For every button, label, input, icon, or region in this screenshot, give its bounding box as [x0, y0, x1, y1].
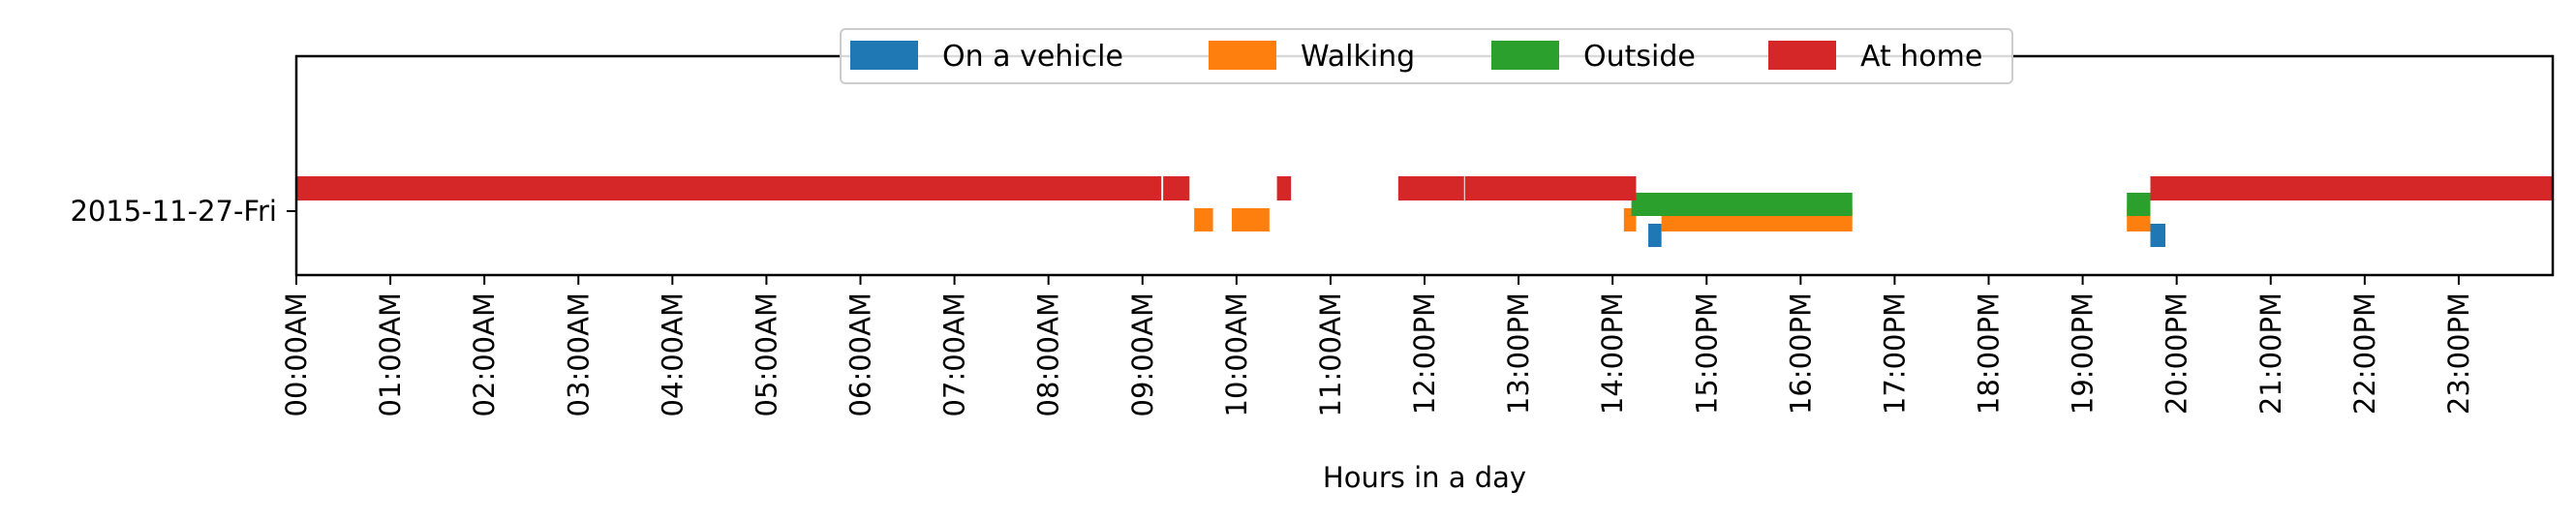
bar-outside — [1631, 193, 1853, 216]
x-tick-label: 01:00AM — [374, 292, 407, 416]
bar-outside — [2127, 193, 2151, 216]
x-tick-label: 02:00AM — [468, 292, 501, 416]
y-axis: 2015-11-27-Fri — [70, 195, 296, 228]
legend-swatch-at-home — [1768, 41, 1836, 70]
x-tick-label: 06:00AM — [844, 292, 877, 416]
bar-walking — [1231, 208, 1270, 231]
x-tick-label: 14:00PM — [1596, 292, 1629, 415]
x-tick-label: 05:00AM — [750, 292, 782, 416]
legend-swatch-outside — [1491, 41, 1559, 70]
bar-at-home — [1163, 176, 1190, 200]
x-tick-label: 20:00PM — [2161, 292, 2193, 415]
bar-on-a-vehicle — [1648, 224, 1662, 247]
bar-at-home — [296, 176, 1162, 200]
x-tick-label: 19:00PM — [2067, 292, 2100, 415]
legend-label-at-home: At home — [1860, 40, 1982, 74]
legend-label-outside: Outside — [1583, 40, 1696, 74]
x-tick-label: 04:00AM — [656, 292, 689, 416]
legend-label-walking: Walking — [1301, 40, 1415, 74]
legend-label-on-a-vehicle: On a vehicle — [942, 40, 1123, 74]
bar-walking — [1194, 208, 1213, 231]
bar-at-home — [1464, 176, 1637, 200]
x-tick-label: 08:00AM — [1032, 292, 1065, 416]
x-tick-label: 18:00PM — [1973, 292, 2006, 415]
bar-at-home — [1397, 176, 1464, 200]
x-tick-label: 11:00AM — [1314, 292, 1347, 416]
x-axis-label: Hours in a day — [1323, 461, 1526, 494]
x-tick-label: 09:00AM — [1126, 292, 1159, 416]
x-tick-label: 16:00PM — [1784, 292, 1817, 415]
x-tick-label: 03:00AM — [562, 292, 595, 416]
bar-on-a-vehicle — [2150, 224, 2166, 247]
x-tick-label: 23:00PM — [2442, 292, 2475, 415]
legend-swatch-walking — [1209, 41, 1276, 70]
x-tick-label: 17:00PM — [1878, 292, 1911, 415]
plot-frame — [294, 54, 2555, 277]
x-tick-label: 13:00PM — [1502, 292, 1535, 415]
x-tick-label: 21:00PM — [2254, 292, 2287, 415]
x-tick-label: 22:00PM — [2348, 292, 2381, 415]
y-tick-label: 2015-11-27-Fri — [70, 195, 277, 228]
x-tick-label: 00:00AM — [280, 292, 313, 416]
x-axis: 00:00AM 01:00AM 02:00AM 03:00AM 04:00AM 05:00… — [280, 275, 2475, 416]
bar-at-home — [2150, 176, 2553, 200]
legend-box — [840, 28, 2013, 84]
x-tick-label: 15:00PM — [1690, 292, 1723, 415]
chart-marks — [296, 176, 2553, 247]
x-tick-label: 07:00AM — [938, 292, 971, 416]
x-tick-label: 10:00AM — [1220, 292, 1253, 416]
legend-swatch-on-a-vehicle — [850, 41, 918, 70]
x-tick-label: 12:00PM — [1408, 292, 1441, 415]
bar-at-home — [1276, 176, 1292, 200]
legend: On a vehicle Walking Outside At home — [840, 28, 2013, 84]
